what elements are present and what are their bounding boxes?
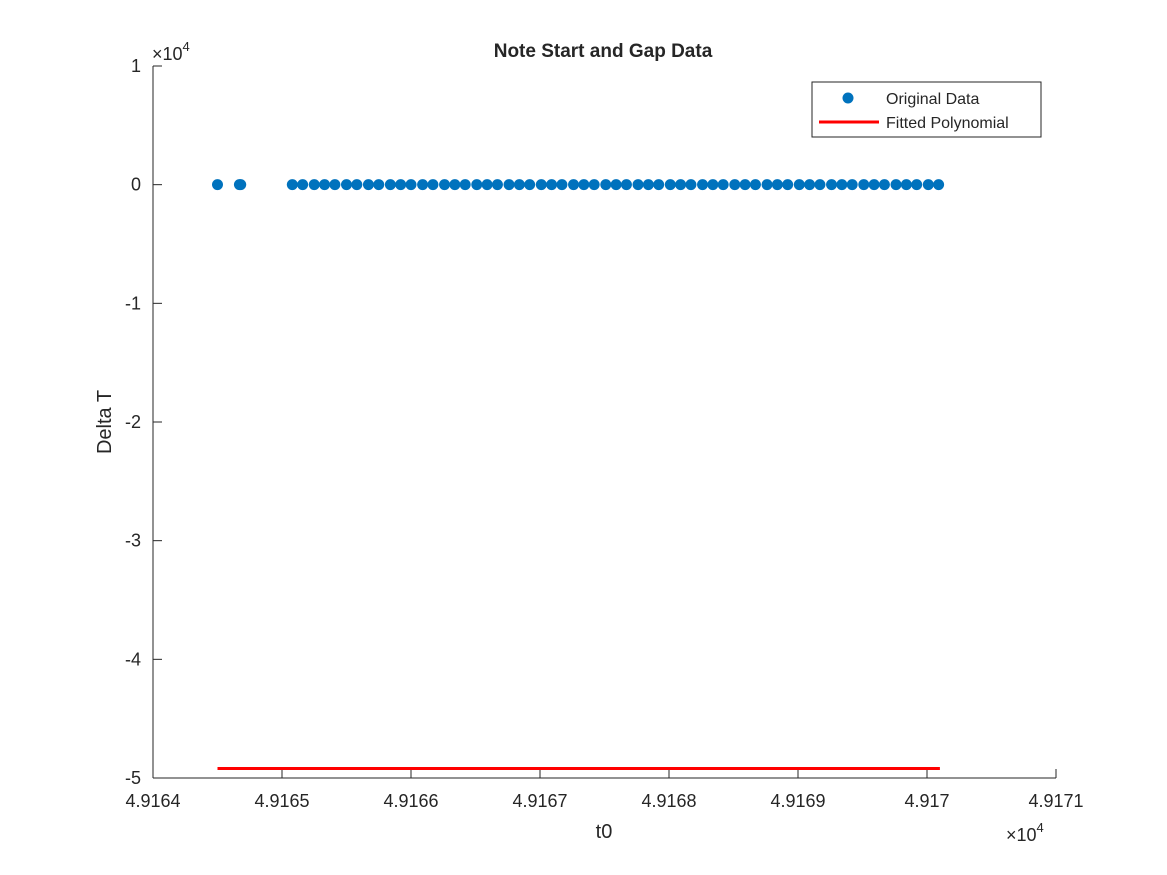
data-point xyxy=(395,179,407,191)
y-tick-label: -4 xyxy=(125,649,141,669)
data-point xyxy=(707,179,719,191)
data-point xyxy=(761,179,773,191)
data-point xyxy=(471,179,483,191)
data-point xyxy=(556,179,568,191)
y-tick-label: -5 xyxy=(125,768,141,788)
x-tick-label: 4.9168 xyxy=(641,791,696,811)
data-point xyxy=(771,179,783,191)
legend-box xyxy=(811,81,1042,138)
data-point xyxy=(900,179,912,191)
legend: Original Data Fitted Polynomial xyxy=(811,81,1042,138)
data-point xyxy=(675,179,687,191)
data-point xyxy=(417,179,429,191)
data-point xyxy=(235,179,247,191)
chart-title: Note Start and Gap Data xyxy=(494,41,713,62)
data-point xyxy=(588,179,600,191)
data-point xyxy=(524,179,536,191)
data-point xyxy=(513,179,525,191)
data-point xyxy=(319,179,331,191)
data-point xyxy=(653,179,665,191)
x-exponent-label: ×104 xyxy=(1006,820,1044,845)
y-tick-label: 1 xyxy=(131,56,141,76)
data-point xyxy=(717,179,729,191)
legend-label-fitted-polynomial: Fitted Polynomial xyxy=(886,115,1009,132)
x-tick-label: 4.9171 xyxy=(1028,791,1083,811)
data-point xyxy=(439,179,451,191)
x-ticks: 4.9164 4.9165 4.9166 4.9167 4.9168 4.9169 4.91… xyxy=(125,769,1084,811)
data-point xyxy=(632,179,644,191)
data-point xyxy=(685,179,697,191)
data-point xyxy=(858,179,870,191)
data-point xyxy=(427,179,439,191)
x-tick-label: 4.9164 xyxy=(125,791,180,811)
data-point xyxy=(620,179,632,191)
data-point xyxy=(373,179,385,191)
data-point xyxy=(503,179,515,191)
data-point xyxy=(610,179,622,191)
data-point xyxy=(481,179,493,191)
x-tick-label: 4.9167 xyxy=(512,791,567,811)
data-point xyxy=(212,179,223,191)
data-point xyxy=(459,179,471,191)
data-point xyxy=(578,179,590,191)
legend-marker-original-data xyxy=(842,92,854,104)
original-data-series xyxy=(212,179,945,191)
data-point xyxy=(329,179,341,191)
data-point xyxy=(600,179,612,191)
y-tick-label: 0 xyxy=(131,175,141,195)
y-exponent-label: ×104 xyxy=(152,39,190,64)
data-point xyxy=(384,179,396,191)
data-point xyxy=(449,179,461,191)
data-point xyxy=(546,179,558,191)
data-point xyxy=(297,179,309,191)
data-point xyxy=(308,179,320,191)
data-point xyxy=(836,179,848,191)
x-axis-label: t0 xyxy=(596,821,613,843)
data-point xyxy=(922,179,934,191)
y-tick-label: -2 xyxy=(125,412,141,432)
x-tick-label: 4.9169 xyxy=(770,791,825,811)
data-point xyxy=(697,179,709,191)
plot-area xyxy=(153,66,1056,778)
data-point xyxy=(729,179,741,191)
data-point xyxy=(846,179,858,191)
data-point xyxy=(814,179,826,191)
y-tick-label: -3 xyxy=(125,531,141,551)
data-point xyxy=(664,179,676,191)
data-point xyxy=(341,179,352,191)
legend-label-original-data: Original Data xyxy=(886,91,979,108)
data-point xyxy=(642,179,654,191)
x-tick-label: 4.9166 xyxy=(383,791,438,811)
y-tick-label: -1 xyxy=(125,293,141,313)
data-point xyxy=(739,179,751,191)
data-point xyxy=(351,179,363,191)
data-point xyxy=(535,179,547,191)
y-axis-label: Delta T xyxy=(94,390,116,454)
data-point xyxy=(933,179,945,191)
x-tick-label: 4.917 xyxy=(904,791,949,811)
data-point xyxy=(362,179,374,191)
data-point xyxy=(890,179,902,191)
x-tick-label: 4.9165 xyxy=(254,791,309,811)
data-point xyxy=(804,179,816,191)
data-point xyxy=(826,179,838,191)
data-point xyxy=(868,179,880,191)
y-ticks: -5 -4 -3 -2 -1 0 1 xyxy=(125,56,162,788)
data-point xyxy=(911,179,923,191)
data-point xyxy=(286,179,298,191)
data-point xyxy=(749,179,761,191)
data-point xyxy=(491,179,503,191)
data-point xyxy=(568,179,580,191)
data-point xyxy=(793,179,805,191)
data-point xyxy=(782,179,794,191)
data-point xyxy=(878,179,890,191)
data-point xyxy=(405,179,417,191)
